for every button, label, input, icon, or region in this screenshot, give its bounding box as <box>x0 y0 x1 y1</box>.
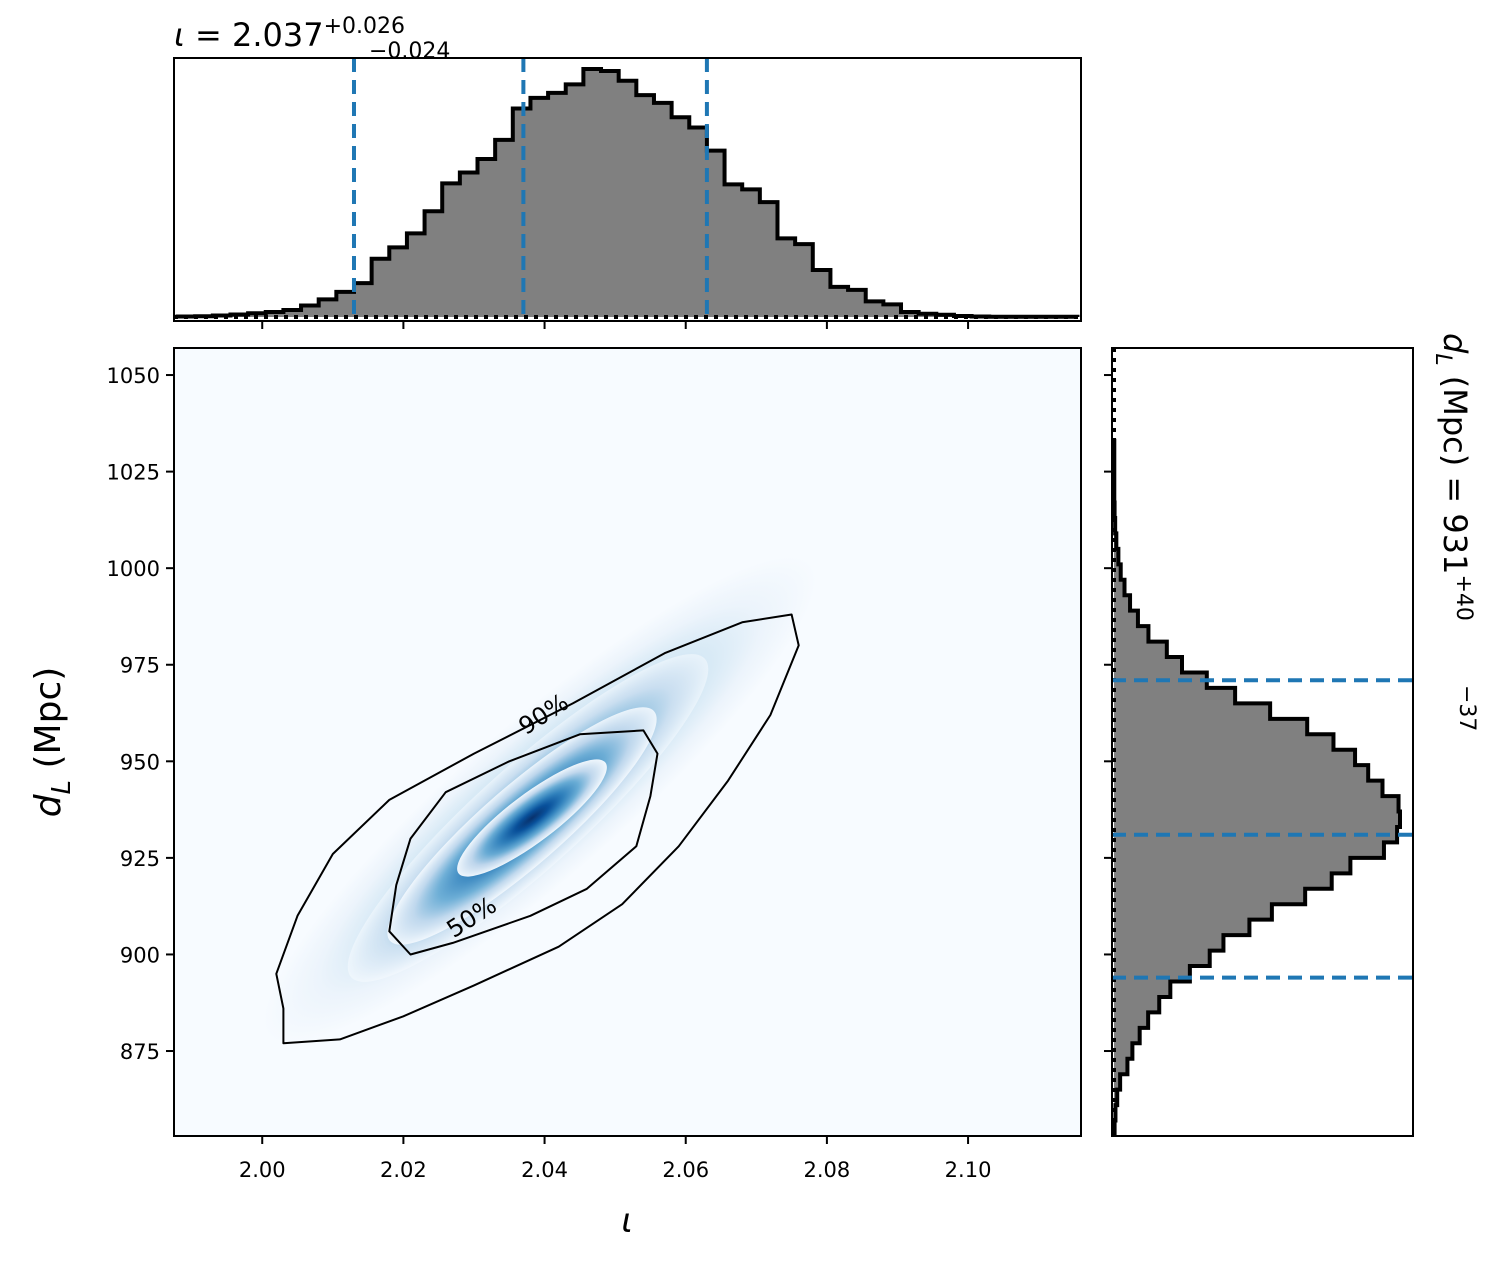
top-title-value: 2.037 <box>232 16 324 54</box>
density-heatmap <box>263 556 817 1045</box>
y-title-unit: (Mpc) <box>28 667 69 769</box>
right-title-value: 931 <box>1436 513 1474 574</box>
right-histogram-title: dL (Mpc) = 931+40 <box>1430 333 1476 621</box>
x-axis-title: ι <box>621 1201 633 1241</box>
top-histogram-title: ι = 2.037+0.026 <box>174 14 405 54</box>
top-histogram-outline <box>175 67 1080 319</box>
right-title-unit: (Mpc) = <box>1436 376 1474 503</box>
top-title-upper: +0.026 <box>324 14 405 39</box>
top-histogram-panel: ι = 2.037+0.026 −0.024 <box>173 14 1082 329</box>
right-title-upper: +40 <box>1451 574 1476 620</box>
top-histogram-ticks <box>261 321 970 329</box>
x-tick-label: 2.04 <box>521 1158 568 1182</box>
right-histogram-quantile-lines <box>1112 678 1413 980</box>
right-title-symbol: d <box>1436 333 1474 354</box>
y-tick-label: 1000 <box>107 557 160 581</box>
y-title-symbol: d <box>28 793 69 817</box>
right-histogram-outline <box>1112 438 1402 1136</box>
top-histogram-fill <box>177 69 1078 317</box>
y-title-sub: L <box>47 780 77 795</box>
y-tick-label: 900 <box>120 943 160 967</box>
y-axis-ticks: 875 900 925 950 975 1000 1025 1050 <box>107 364 174 1064</box>
x-axis-ticks: 2.00 2.02 2.04 2.06 2.08 2.10 <box>239 1136 992 1182</box>
contour-90 <box>275 613 800 1045</box>
y-tick-label: 975 <box>120 654 160 678</box>
contour-lines <box>275 613 800 1045</box>
right-histogram-fill <box>1114 440 1400 1136</box>
y-tick-label: 925 <box>120 847 160 871</box>
right-title-lower: −37 <box>1454 685 1479 731</box>
right-histogram-panel: dL (Mpc) = 931+40 −37 <box>1104 333 1479 1137</box>
y-tick-label: 950 <box>120 750 160 774</box>
top-title-symbol: ι <box>174 16 185 54</box>
top-title-lower: −0.024 <box>369 39 450 64</box>
x-tick-label: 2.06 <box>662 1158 709 1182</box>
density-core <box>457 759 607 877</box>
y-tick-label: 1050 <box>107 364 160 388</box>
x-tick-label: 2.08 <box>804 1158 851 1182</box>
y-tick-label: 1025 <box>107 461 160 485</box>
right-histogram-ticks <box>1104 374 1112 1053</box>
x-tick-label: 2.02 <box>380 1158 427 1182</box>
joint-density-panel: 2.00 2.02 2.04 2.06 2.08 2.10 875 900 925 950 975… <box>28 347 1082 1241</box>
x-tick-label: 2.00 <box>239 1158 286 1182</box>
contour-50 <box>388 729 659 956</box>
x-tick-label: 2.10 <box>945 1158 992 1182</box>
right-title-sub: L <box>1430 353 1455 365</box>
y-tick-label: 875 <box>120 1040 160 1064</box>
y-axis-title: dL (Mpc) <box>28 667 77 818</box>
